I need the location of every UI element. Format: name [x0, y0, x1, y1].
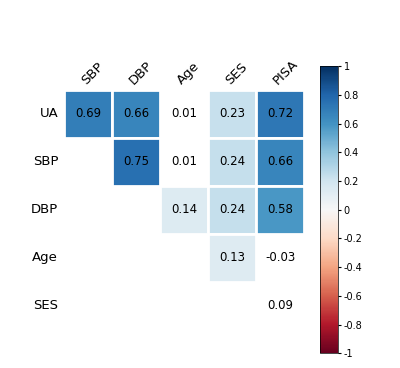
Text: 0.24: 0.24	[219, 155, 245, 168]
Bar	[160, 186, 208, 234]
Bar	[112, 138, 160, 186]
Bar	[64, 90, 112, 138]
Text: 0.66: 0.66	[267, 155, 293, 168]
Text: 0.24: 0.24	[219, 203, 245, 216]
Text: DBP: DBP	[31, 203, 58, 216]
Text: UA: UA	[40, 107, 58, 120]
Text: 0.14: 0.14	[171, 203, 197, 216]
Text: SES: SES	[33, 299, 58, 312]
Text: 0.72: 0.72	[267, 107, 293, 120]
Text: 0.23: 0.23	[219, 107, 245, 120]
Text: Age: Age	[175, 60, 202, 87]
Text: 0.09: 0.09	[267, 299, 293, 312]
Text: SBP: SBP	[33, 155, 58, 168]
Text: 0.75: 0.75	[123, 155, 149, 168]
Text: PISA: PISA	[271, 57, 301, 87]
Bar	[256, 186, 304, 234]
Bar	[112, 90, 160, 138]
Text: DBP: DBP	[127, 59, 155, 87]
Bar	[256, 138, 304, 186]
Text: 0.13: 0.13	[219, 251, 245, 264]
Bar	[208, 90, 256, 138]
Text: SBP: SBP	[79, 60, 106, 87]
Bar	[256, 90, 304, 138]
Text: 0.58: 0.58	[267, 203, 293, 216]
Text: -0.03: -0.03	[265, 251, 295, 264]
Text: 0.01: 0.01	[171, 107, 197, 120]
Text: 0.66: 0.66	[123, 107, 149, 120]
Text: 0.69: 0.69	[75, 107, 101, 120]
Text: 0.01: 0.01	[171, 155, 197, 168]
Bar	[208, 234, 256, 282]
Bar	[208, 186, 256, 234]
Bar	[208, 138, 256, 186]
Text: SES: SES	[223, 60, 250, 87]
Text: Age: Age	[32, 251, 58, 264]
